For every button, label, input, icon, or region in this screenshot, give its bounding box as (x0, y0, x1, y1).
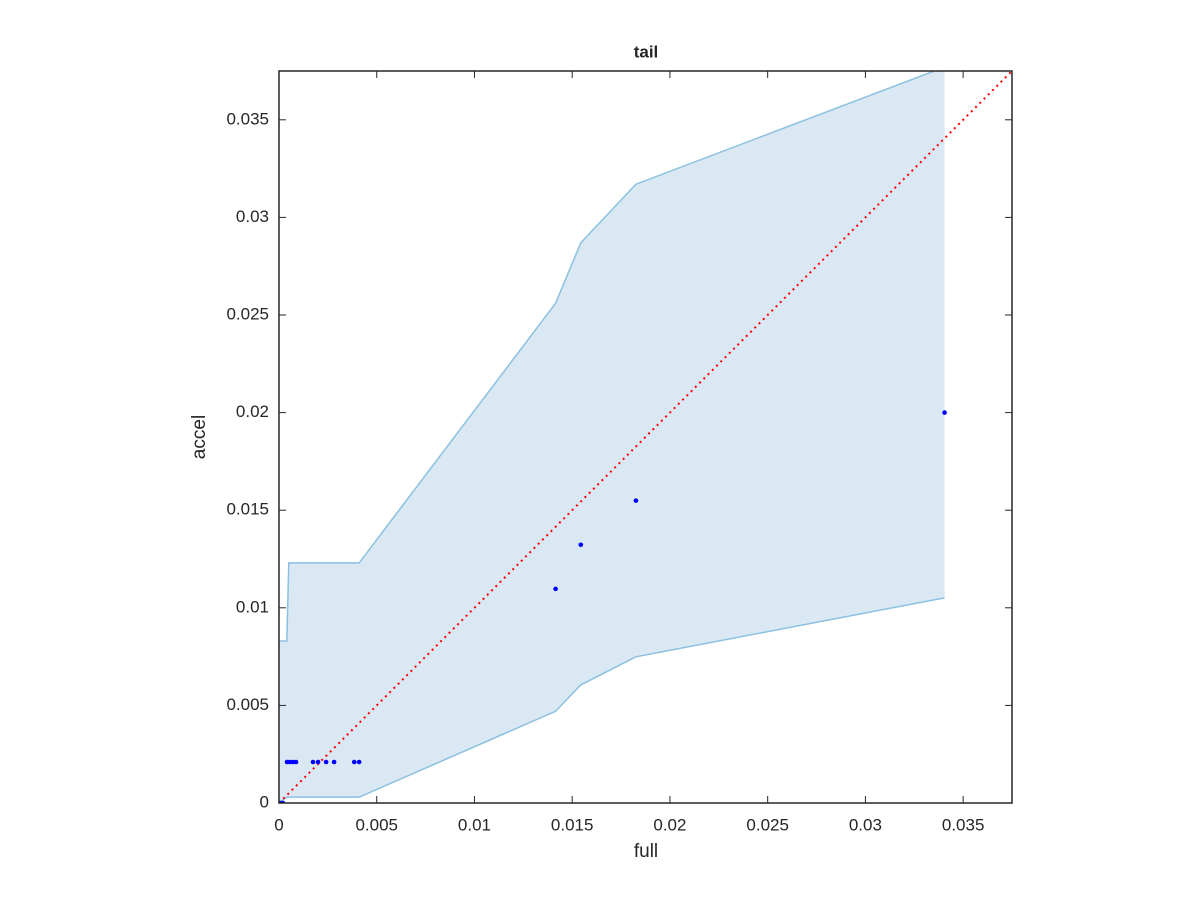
band-upper-edge (279, 71, 937, 642)
y-tick-label: 0.005 (226, 695, 269, 714)
chart-title: tail (634, 42, 659, 61)
x-tick-label: 0 (274, 815, 283, 834)
point (293, 759, 299, 765)
plot-frame (278, 70, 1013, 804)
x-tick-label: 0.025 (746, 815, 789, 834)
point (315, 759, 321, 765)
reference-line (278, 70, 1013, 804)
point (331, 759, 337, 765)
point (578, 542, 584, 548)
y-tick-label: 0.01 (236, 597, 269, 616)
band-lower-edge (279, 597, 945, 803)
point (323, 759, 329, 765)
y-tick-label: 0.035 (226, 109, 269, 128)
y-axis-label: accel (189, 415, 210, 459)
band-area (279, 71, 945, 803)
y-tick-label: 0.02 (236, 402, 269, 421)
point (351, 759, 357, 765)
x-tick-label: 0.035 (942, 815, 985, 834)
point (310, 759, 316, 765)
point (356, 759, 362, 765)
y-tick-label: 0 (260, 792, 269, 811)
point (942, 410, 947, 415)
y-tick-label: 0.03 (236, 207, 269, 226)
point (633, 498, 639, 503)
x-tick-label: 0.015 (551, 815, 594, 834)
x-axis-label: full (634, 841, 658, 862)
x-tick-label: 0.03 (849, 815, 882, 834)
x-tick-label: 0.02 (653, 815, 686, 834)
y-tick-label: 0.015 (226, 500, 269, 519)
x-tick-label: 0.005 (355, 815, 398, 834)
point (553, 586, 558, 592)
x-tick-label: 0.01 (458, 815, 491, 834)
y-tick-label: 0.025 (226, 304, 269, 323)
